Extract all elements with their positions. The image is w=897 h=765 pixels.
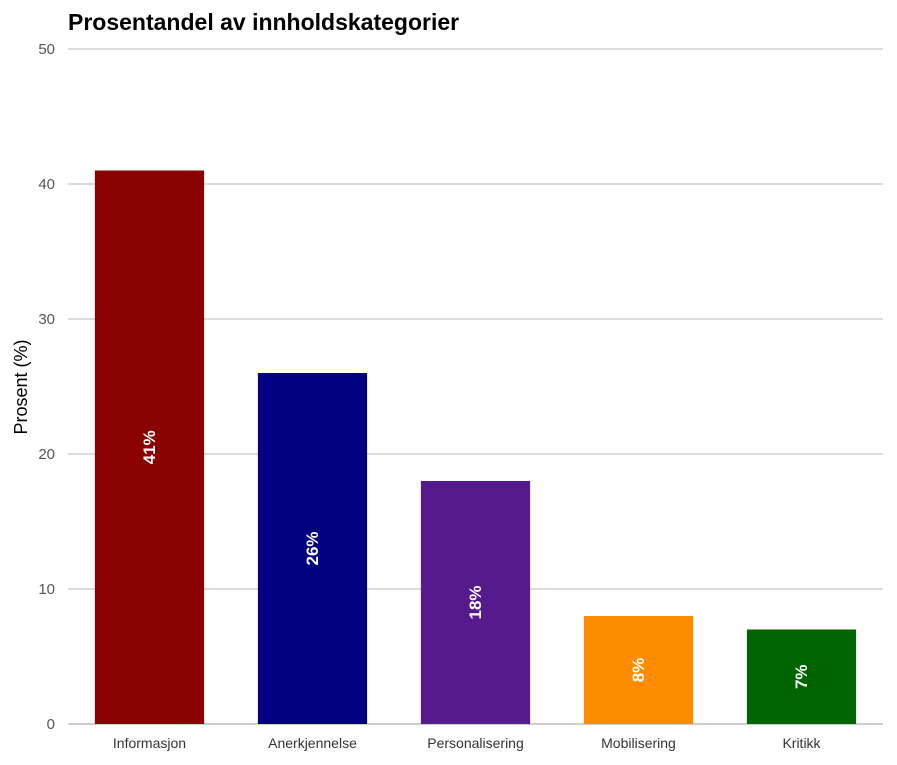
- x-tick-label: Informasjon: [113, 735, 186, 751]
- chart-title: Prosentandel av innholdskategorier: [68, 9, 459, 35]
- y-tick-label: 10: [38, 581, 55, 598]
- y-tick-label: 0: [47, 716, 55, 733]
- x-tick-label: Anerkjennelse: [268, 735, 357, 751]
- bar: [583, 616, 694, 724]
- data-label: 26%: [303, 531, 322, 565]
- bar: [257, 373, 368, 724]
- data-labels: 41% 26% 18% 8% 7%: [140, 430, 811, 689]
- y-tick-labels: 0 10 20 30 40 50: [38, 41, 55, 733]
- y-tick-label: 50: [38, 41, 55, 58]
- data-label: 18%: [466, 585, 485, 619]
- data-label: 7%: [792, 664, 811, 689]
- y-tick-label: 40: [38, 176, 55, 193]
- bar: [746, 629, 857, 724]
- data-label: 8%: [629, 658, 648, 683]
- bar: [420, 481, 531, 724]
- y-tick-label: 20: [38, 446, 55, 463]
- x-tick-label: Kritikk: [782, 735, 821, 751]
- y-tick-label: 30: [38, 311, 55, 328]
- x-tick-label: Mobilisering: [601, 735, 676, 751]
- data-label: 41%: [140, 430, 159, 464]
- y-axis-label: Prosent (%): [11, 339, 31, 434]
- x-category-labels: Informasjon Anerkjennelse Personalisering M…: [113, 735, 822, 751]
- x-tick-label: Personalisering: [427, 735, 524, 751]
- bars: [94, 170, 857, 724]
- bar: [94, 170, 205, 724]
